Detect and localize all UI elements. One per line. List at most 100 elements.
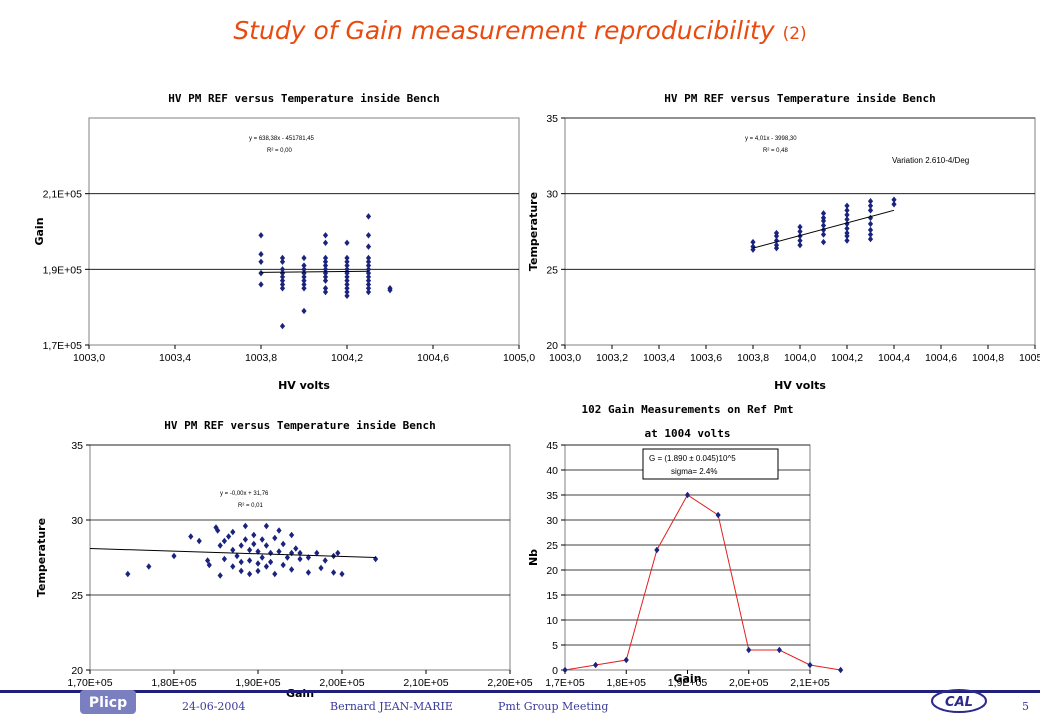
data-point bbox=[797, 223, 803, 231]
footer-line bbox=[0, 690, 1040, 693]
y-tick-label: 30 bbox=[546, 189, 558, 201]
data-point bbox=[301, 273, 307, 281]
data-point bbox=[213, 524, 219, 531]
data-point bbox=[365, 273, 372, 281]
data-point bbox=[322, 239, 329, 247]
data-point bbox=[279, 273, 286, 281]
x-tick-label: 1003,4 bbox=[159, 352, 191, 364]
data-point bbox=[230, 546, 236, 554]
x-tick-label: 2,0E+05 bbox=[729, 677, 769, 689]
data-point bbox=[797, 241, 803, 249]
data-point bbox=[344, 266, 350, 273]
data-point bbox=[268, 549, 274, 557]
data-point bbox=[867, 198, 874, 205]
data-point bbox=[301, 262, 307, 269]
trend-r-squared: R² = 0,48 bbox=[763, 148, 789, 154]
data-point bbox=[331, 569, 337, 576]
y-tick-label: 20 bbox=[546, 565, 558, 577]
data-point bbox=[365, 281, 372, 288]
x-tick-label: 2,1E+05 bbox=[790, 677, 830, 689]
y-tick-label: 40 bbox=[546, 465, 558, 477]
data-point bbox=[820, 222, 827, 229]
data-point bbox=[293, 545, 299, 552]
data-point bbox=[684, 491, 691, 499]
y-axis-label: Temperature bbox=[527, 192, 540, 271]
y-tick-label: 25 bbox=[546, 264, 558, 276]
x-tick-label: 2,20E+05 bbox=[487, 677, 532, 689]
x-tick-label: 1003,0 bbox=[73, 352, 105, 364]
data-point bbox=[344, 254, 350, 262]
data-point bbox=[844, 237, 850, 244]
data-point bbox=[344, 273, 350, 281]
data-point bbox=[314, 549, 320, 557]
x-tick-label: 1,70E+05 bbox=[67, 677, 112, 689]
data-point bbox=[365, 243, 372, 250]
data-point bbox=[279, 258, 286, 265]
chart-title: HV PM REF versus Temperature inside Benc… bbox=[664, 92, 936, 105]
fit-result: G = (1.890 ± 0.045)10^5 bbox=[649, 454, 736, 463]
data-point bbox=[221, 555, 227, 563]
data-point bbox=[279, 266, 286, 273]
data-point bbox=[238, 567, 244, 575]
data-point bbox=[891, 201, 897, 208]
x-tick-label: 1004,8 bbox=[972, 352, 1004, 364]
data-point bbox=[820, 210, 827, 217]
data-point bbox=[196, 537, 202, 545]
y-tick-label: 15 bbox=[546, 590, 558, 602]
fit-legend-box bbox=[642, 448, 779, 480]
x-tick-label: 1003,0 bbox=[549, 352, 581, 364]
data-point bbox=[272, 570, 278, 578]
data-point bbox=[867, 231, 874, 238]
data-point bbox=[750, 238, 756, 246]
data-point bbox=[335, 549, 341, 557]
data-point bbox=[318, 564, 324, 572]
data-point bbox=[268, 558, 274, 566]
data-point bbox=[867, 207, 874, 214]
data-point bbox=[344, 262, 350, 269]
data-point bbox=[272, 534, 278, 542]
chart-title: HV PM REF versus Temperature inside Benc… bbox=[168, 92, 440, 105]
data-point bbox=[322, 254, 329, 262]
data-point bbox=[820, 231, 827, 238]
data-point bbox=[322, 288, 329, 296]
data-point bbox=[263, 542, 269, 549]
data-point bbox=[279, 322, 286, 330]
x-tick-label: 2,10E+05 bbox=[403, 677, 448, 689]
x-tick-label: 1003,4 bbox=[643, 352, 675, 364]
data-point bbox=[301, 266, 307, 273]
data-point bbox=[365, 277, 372, 284]
y-tick-label: 25 bbox=[71, 590, 83, 602]
lpc-logo-text: Plicp bbox=[89, 695, 127, 711]
x-tick-label: 1003,8 bbox=[245, 352, 277, 364]
chart-2: HV PM REF versus Temperature inside Benc… bbox=[527, 92, 1040, 392]
series-line bbox=[564, 494, 841, 671]
data-point bbox=[844, 232, 850, 240]
chart-1: HV PM REF versus Temperature inside Benc… bbox=[33, 92, 535, 392]
page-number: 5 bbox=[1022, 700, 1029, 713]
data-point bbox=[279, 254, 286, 262]
y-tick-label: 35 bbox=[546, 490, 558, 502]
data-point bbox=[279, 277, 286, 284]
data-point bbox=[297, 555, 303, 563]
y-tick-label: 30 bbox=[71, 515, 83, 527]
data-point bbox=[562, 666, 568, 674]
y-tick-label: 2,1E+05 bbox=[43, 189, 83, 201]
data-point bbox=[773, 244, 780, 252]
data-point bbox=[258, 269, 264, 277]
data-point bbox=[251, 531, 257, 539]
data-point bbox=[844, 202, 850, 209]
data-point bbox=[322, 273, 329, 281]
data-point bbox=[255, 567, 261, 575]
x-tick-label: 1,7E+05 bbox=[545, 677, 585, 689]
data-point bbox=[773, 232, 780, 240]
cal-logo: CAL bbox=[931, 689, 987, 713]
data-point bbox=[242, 536, 248, 543]
data-point bbox=[746, 646, 752, 654]
data-point bbox=[654, 546, 660, 554]
x-tick-label: 1003,8 bbox=[737, 352, 769, 364]
data-point bbox=[251, 540, 257, 548]
data-point bbox=[322, 285, 329, 292]
data-point bbox=[344, 292, 350, 300]
chart-4: 102 Gain Measurements on Ref Pmt at 1004 … bbox=[527, 403, 844, 689]
data-point bbox=[247, 546, 253, 554]
